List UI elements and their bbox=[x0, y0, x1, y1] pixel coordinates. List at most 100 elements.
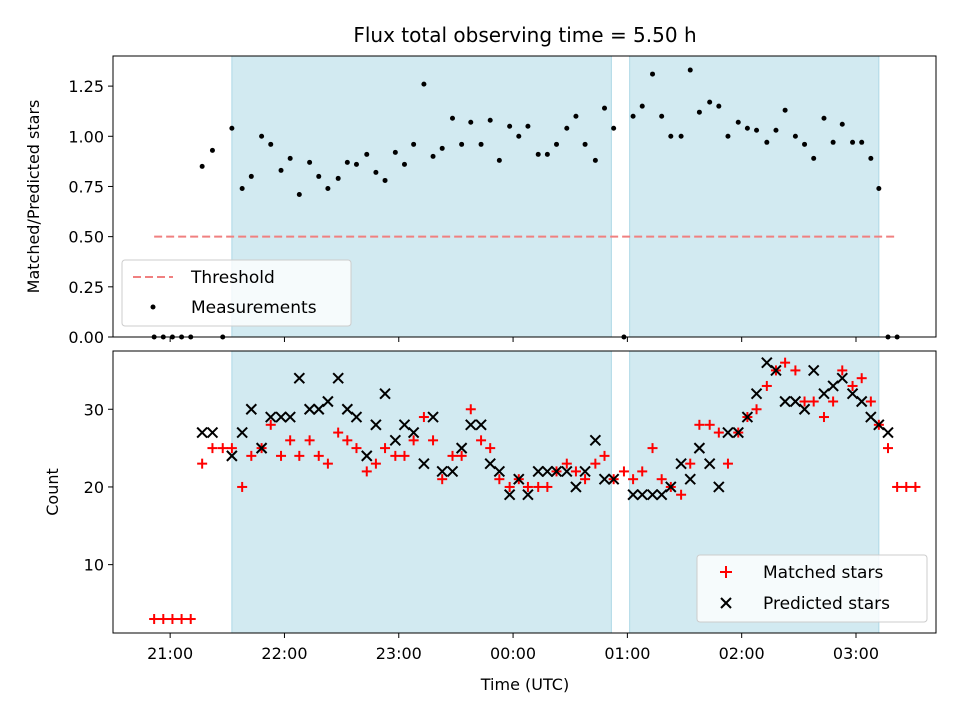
predicted-star-point bbox=[675, 457, 687, 470]
measurement-point bbox=[802, 141, 808, 147]
legend-measurements-swatch bbox=[150, 304, 156, 310]
predicted-star-point bbox=[332, 372, 344, 384]
measurement-point bbox=[754, 127, 760, 133]
predicted-stars-series bbox=[196, 356, 894, 501]
matched-star-point bbox=[494, 474, 505, 485]
count-legend-box bbox=[696, 554, 928, 623]
matched-star-point bbox=[185, 614, 196, 625]
measurement-point bbox=[516, 133, 522, 139]
measurement-point bbox=[792, 133, 798, 139]
measurement-point bbox=[573, 113, 579, 119]
predicted-star-point bbox=[882, 426, 894, 439]
predicted-star-point bbox=[275, 411, 287, 423]
measurement-point bbox=[564, 125, 570, 131]
legend-predicted-label: Predicted stars bbox=[763, 594, 890, 614]
measurement-point bbox=[344, 159, 350, 165]
measurement-point bbox=[782, 107, 788, 113]
predicted-star-point bbox=[570, 481, 582, 493]
predicted-star-point bbox=[436, 465, 448, 478]
matched-star-point bbox=[370, 458, 381, 469]
matched-star-point bbox=[618, 466, 629, 477]
matched-star-point bbox=[808, 396, 819, 407]
predicted-star-point bbox=[541, 465, 554, 478]
observing-window-shading bbox=[231, 55, 880, 338]
predicted-star-point bbox=[589, 434, 602, 447]
measurement-point bbox=[687, 67, 693, 73]
ratio-panel: 0.00 0.25 0.50 0.75 1.00 1.25 Matched/Predict… bbox=[24, 55, 937, 347]
measurement-point bbox=[296, 191, 302, 197]
predicted-star-point bbox=[741, 411, 754, 423]
predicted-star-point bbox=[493, 465, 506, 478]
time-x-axis-ticks: 21:00 22:00 23:00 00:00 01:00 02:00 03:00 bbox=[147, 633, 879, 663]
measurement-point bbox=[764, 139, 770, 145]
predicted-star-point bbox=[284, 411, 296, 423]
measurement-point bbox=[630, 113, 636, 119]
matched-star-point bbox=[333, 427, 344, 438]
measurement-point bbox=[353, 161, 359, 167]
predicted-star-point bbox=[561, 465, 573, 478]
measurement-point bbox=[478, 141, 484, 147]
measurement-point bbox=[525, 123, 531, 129]
matched-star-point bbox=[761, 380, 772, 391]
ratio-y-axis-ticks: 0.00 0.25 0.50 0.75 1.00 1.25 bbox=[68, 77, 113, 347]
count-y-axis-ticks: 10 20 30 bbox=[84, 400, 113, 575]
matched-star-point bbox=[176, 614, 187, 625]
predicted-star-point bbox=[379, 388, 391, 400]
measurement-point bbox=[535, 151, 541, 157]
matched-star-point bbox=[504, 481, 515, 492]
measurement-point bbox=[239, 185, 245, 191]
measurement-point bbox=[611, 125, 617, 131]
matched-star-point bbox=[676, 489, 687, 500]
measurement-point bbox=[229, 125, 235, 131]
measurement-point bbox=[639, 103, 645, 109]
shaded-window-1 bbox=[231, 350, 612, 634]
measurement-point bbox=[554, 141, 560, 147]
measurement-point bbox=[468, 119, 474, 125]
count-y-axis-label: Count bbox=[43, 468, 62, 516]
x-tick-label: 03:00 bbox=[833, 644, 879, 663]
predicted-star-point bbox=[226, 450, 238, 462]
predicted-star-point bbox=[636, 489, 648, 501]
shaded-window-2 bbox=[629, 55, 880, 338]
ratio-legend: Threshold Measurements bbox=[121, 259, 352, 327]
measurement-point bbox=[859, 139, 865, 145]
matched-star-point bbox=[158, 614, 169, 625]
x-tick-label: 21:00 bbox=[147, 644, 193, 663]
predicted-star-point bbox=[873, 419, 885, 431]
predicted-star-point bbox=[389, 434, 402, 447]
matched-star-point bbox=[818, 412, 829, 423]
predicted-star-point bbox=[303, 403, 316, 415]
measurement-point bbox=[268, 141, 274, 147]
measurement-point bbox=[401, 161, 407, 167]
measurement-point bbox=[459, 141, 465, 147]
measurement-point bbox=[364, 151, 370, 157]
predicted-star-point bbox=[206, 426, 219, 439]
measurement-point bbox=[544, 151, 550, 157]
y-tick-label: 0.00 bbox=[68, 328, 104, 347]
legend-measurements-label: Measurements bbox=[191, 298, 317, 318]
predicted-star-point bbox=[770, 364, 782, 377]
matched-star-point bbox=[485, 443, 496, 454]
predicted-star-point bbox=[798, 403, 811, 415]
predicted-star-point bbox=[427, 411, 439, 423]
measurement-point bbox=[316, 173, 322, 179]
matched-star-point bbox=[647, 443, 658, 454]
matched-star-point bbox=[704, 419, 715, 430]
matched-star-point bbox=[246, 450, 257, 461]
matched-star-point bbox=[599, 450, 610, 461]
measurement-point bbox=[392, 149, 398, 155]
predicted-star-point bbox=[245, 403, 258, 415]
measurement-point bbox=[744, 125, 750, 131]
matched-star-point bbox=[828, 396, 839, 407]
predicted-star-point bbox=[761, 356, 773, 369]
matched-star-point bbox=[167, 614, 178, 625]
predicted-star-point bbox=[446, 465, 459, 478]
ratio-x-axis-ticks bbox=[169, 337, 857, 342]
matched-star-point bbox=[694, 419, 705, 430]
matched-star-point bbox=[465, 404, 476, 415]
predicted-star-point bbox=[322, 395, 334, 408]
measurement-point bbox=[199, 163, 205, 169]
y-tick-label: 1.00 bbox=[68, 127, 104, 146]
matched-star-point bbox=[685, 458, 696, 469]
predicted-star-point bbox=[503, 489, 516, 501]
